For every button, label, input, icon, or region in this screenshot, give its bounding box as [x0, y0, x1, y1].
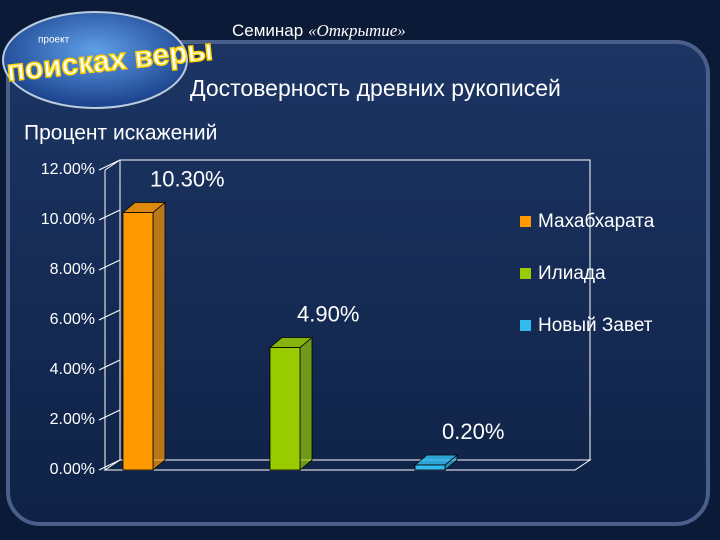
value-label: 0.20%	[442, 419, 504, 444]
chart-title: Достоверность древних рукописей	[190, 75, 561, 101]
bar-side	[152, 201, 166, 471]
y-tick-label: 4.00%	[50, 361, 95, 378]
legend-swatch	[520, 320, 531, 331]
tick-mark	[98, 209, 121, 221]
y-tick-label: 0.00%	[50, 461, 95, 478]
tick-mark	[98, 359, 121, 371]
tick-mark	[98, 159, 121, 171]
legend-swatch	[520, 268, 531, 279]
logo: проект В поисках веры	[0, 11, 215, 109]
value-label: 10.30%	[150, 166, 225, 191]
bar-side	[299, 336, 313, 471]
tick-mark	[98, 409, 121, 421]
y-tick-label: 12.00%	[41, 161, 95, 178]
legend-swatch	[520, 216, 531, 227]
bar	[122, 212, 154, 471]
y-tick-label: 6.00%	[50, 311, 95, 328]
frame	[6, 40, 710, 526]
y-tick-label: 8.00%	[50, 261, 95, 278]
tick-mark	[98, 259, 121, 271]
legend-label: Новый Завет	[538, 315, 653, 336]
header: Семинар «Открытие»	[232, 21, 406, 41]
tick-mark	[98, 309, 121, 321]
tick-mark	[98, 459, 121, 471]
bar	[269, 347, 301, 471]
bar	[414, 464, 446, 471]
chart-subtitle: Процент искажений	[24, 122, 217, 145]
legend-label: Илиада	[538, 263, 606, 284]
y-tick-label: 10.00%	[41, 211, 95, 228]
value-label: 4.90%	[297, 301, 359, 326]
legend-label: Махабхарата	[538, 211, 655, 232]
logo-small: проект	[38, 35, 70, 46]
y-tick-label: 2.00%	[50, 411, 95, 428]
